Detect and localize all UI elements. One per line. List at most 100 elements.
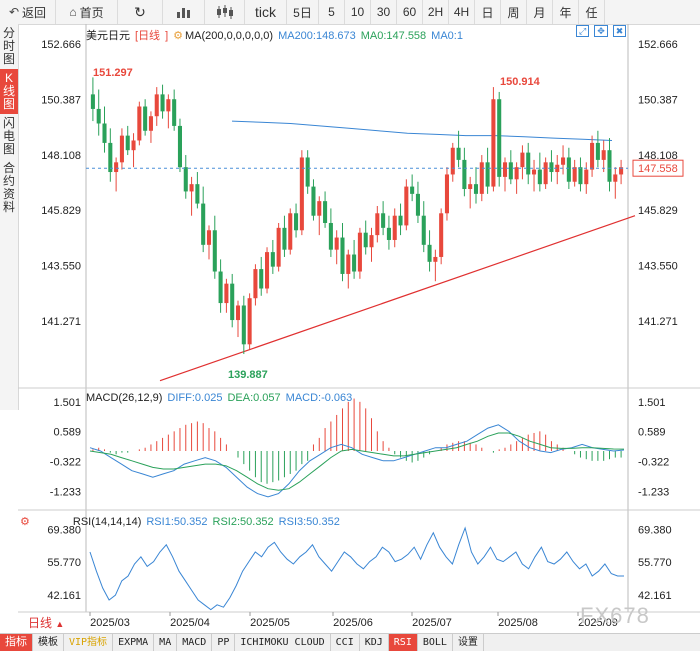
candle-body bbox=[183, 167, 188, 192]
candle-body bbox=[311, 186, 316, 216]
candle-body bbox=[619, 167, 624, 175]
expand-icon[interactable]: ⤢ bbox=[576, 25, 590, 37]
period-tab-0[interactable]: 5日 bbox=[287, 0, 319, 24]
period-tag-label: 日线 bbox=[138, 30, 161, 42]
indicator-tab-7[interactable]: ICHIMOKU CLOUD bbox=[235, 634, 331, 651]
macd-axis-left-label: -0.322 bbox=[50, 457, 81, 469]
date-axis-label: 2025/09 bbox=[578, 617, 618, 629]
candle-style-button[interactable] bbox=[205, 0, 245, 24]
candle-body bbox=[224, 283, 229, 304]
date-axis-label: 2025/08 bbox=[498, 617, 538, 629]
candle-body bbox=[137, 106, 142, 141]
price-axis-right-label: 150.387 bbox=[638, 95, 678, 107]
candle-body bbox=[566, 157, 571, 182]
period-tab-8[interactable]: 周 bbox=[501, 0, 527, 24]
low-label: 139.887 bbox=[228, 369, 268, 381]
period-tab-11[interactable]: 任 bbox=[579, 0, 605, 24]
period-tab-1[interactable]: 5 bbox=[319, 0, 345, 24]
ma200-value: MA200:148.673 bbox=[278, 30, 356, 42]
settings-icon[interactable]: ⚙ bbox=[173, 30, 183, 42]
chart-canvas[interactable]: 152.666 152.666 150.387 150.387 148.108 148.1… bbox=[0, 24, 700, 634]
macd-axis-left-label: 0.589 bbox=[53, 427, 81, 439]
rsi-axis-left-label: 42.161 bbox=[47, 590, 81, 602]
caret-icon: ▲ bbox=[55, 619, 65, 629]
price-axis-right-label: 143.550 bbox=[638, 260, 678, 272]
candle-body bbox=[456, 147, 461, 160]
indicator-tab-2[interactable]: VIP指标 bbox=[64, 634, 114, 651]
candle-body bbox=[584, 169, 589, 185]
candle-body bbox=[148, 116, 153, 131]
ma-settings: MA(200,0,0,0,0,0) bbox=[185, 30, 274, 42]
refresh-button[interactable]: ↻ bbox=[118, 0, 163, 24]
indicator-tab-8[interactable]: CCI bbox=[331, 634, 360, 651]
rsi-legend: ⚙ RSI(14,14,14) RSI1:50.352 RSI2:50.352 RSI3… bbox=[20, 515, 345, 528]
close-icon[interactable]: ✖ bbox=[612, 25, 627, 37]
chart-type-button[interactable] bbox=[163, 0, 205, 24]
macd-axis-right-label: 1.501 bbox=[638, 397, 666, 409]
period-tab-10[interactable]: 年 bbox=[553, 0, 579, 24]
candle-body bbox=[125, 135, 130, 151]
move-icon[interactable]: ✥ bbox=[594, 25, 608, 37]
indicator-tab-10[interactable]: RSI bbox=[388, 634, 418, 651]
candle-body bbox=[473, 184, 479, 194]
price-axis-right-label: 148.108 bbox=[638, 150, 678, 162]
candle-body bbox=[212, 230, 217, 272]
rsi-axis-right-label: 55.770 bbox=[638, 557, 672, 569]
macd-axis-right-label: 0.589 bbox=[638, 427, 666, 439]
period-tab-2[interactable]: 10 bbox=[345, 0, 371, 24]
candle-body bbox=[270, 252, 275, 267]
symbol-name: 美元日元 bbox=[86, 30, 130, 42]
indicator-tab-12[interactable]: 设置 bbox=[453, 634, 484, 651]
candle-body bbox=[444, 174, 449, 214]
rsi-gear-icon[interactable]: ⚙ bbox=[20, 516, 30, 528]
macd-diff-line bbox=[89, 424, 625, 498]
left-nav-item-2[interactable]: 闪电图 bbox=[2, 116, 15, 156]
candle-body bbox=[450, 147, 455, 175]
period-tab-7[interactable]: 日 bbox=[475, 0, 501, 24]
period-tab-5[interactable]: 2H bbox=[423, 0, 449, 24]
candle-body bbox=[410, 186, 415, 194]
indicator-tab-6[interactable]: PP bbox=[212, 634, 236, 651]
left-nav-item-0[interactable]: 分时图 bbox=[2, 26, 15, 66]
indicator-tab-3[interactable]: EXPMA bbox=[113, 634, 155, 651]
left-nav-item-3[interactable]: 合约资料 bbox=[2, 161, 15, 214]
candle-body bbox=[253, 269, 258, 299]
ma0b-value: MA0:1 bbox=[431, 30, 463, 42]
period-tabs: 5日 5 10 30 60 2H 4H 日周月年任 bbox=[287, 0, 605, 24]
indicator-tab-0[interactable]: 指标 bbox=[0, 634, 33, 651]
tick-label: tick bbox=[255, 4, 276, 20]
indicator-tab-4[interactable]: MA bbox=[154, 634, 178, 651]
top-toolbar: ↶ 返回 ⌂ 首页 ↻ tick 5日 5 10 30 60 2H 4H 日周月年任 bbox=[0, 0, 700, 25]
period-tab-4[interactable]: 60 bbox=[397, 0, 423, 24]
macd-axis-right-label: -0.322 bbox=[638, 457, 669, 469]
candle-body bbox=[381, 213, 386, 228]
indicator-tab-11[interactable]: BOLL bbox=[418, 634, 453, 651]
candle-body bbox=[334, 237, 339, 250]
back-button[interactable]: ↶ 返回 bbox=[0, 0, 56, 24]
candle-body bbox=[346, 254, 351, 274]
home-label: 首页 bbox=[79, 5, 104, 20]
period-tab-6[interactable]: 4H bbox=[449, 0, 475, 24]
left-nav-item-1[interactable]: K线图 bbox=[0, 69, 18, 114]
indicator-tab-1[interactable]: 模板 bbox=[33, 634, 64, 651]
day-tab-label: 日线 bbox=[28, 616, 53, 630]
candle-body bbox=[218, 271, 223, 304]
candle-body bbox=[119, 135, 124, 163]
indicator-tab-9[interactable]: KDJ bbox=[360, 634, 389, 651]
candle-body bbox=[235, 305, 241, 321]
price-axis-right-label: 152.666 bbox=[638, 39, 678, 51]
home-button[interactable]: ⌂ 首页 bbox=[56, 0, 118, 24]
period-tag: [日线] bbox=[135, 30, 169, 42]
macd-legend: MACD(26,12,9) DIFF:0.025 DEA:0.057 MACD:-0.… bbox=[86, 392, 357, 404]
indicator-tab-5[interactable]: MACD bbox=[177, 634, 213, 651]
day-period-dropdown[interactable]: 日线 ▲ bbox=[18, 614, 86, 632]
period-tab-3[interactable]: 30 bbox=[371, 0, 397, 24]
tick-button[interactable]: tick bbox=[245, 0, 287, 24]
candle-body bbox=[555, 164, 560, 173]
high-right-label: 150.914 bbox=[500, 76, 541, 88]
candle-body bbox=[166, 99, 171, 112]
date-axis-label: 2025/04 bbox=[170, 617, 210, 629]
candlestick-icon bbox=[216, 5, 233, 19]
rsi-axis-left-label: 69.380 bbox=[47, 524, 81, 536]
period-tab-9[interactable]: 月 bbox=[527, 0, 553, 24]
